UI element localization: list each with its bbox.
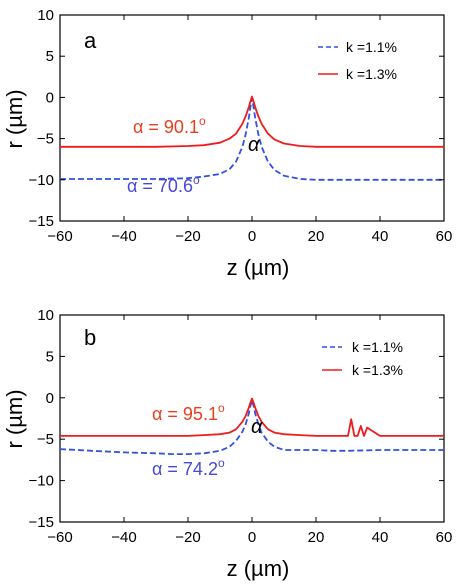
y-tick-label: −5 [37,131,54,148]
angle-annotation-blue: α = 70.6o [127,173,200,196]
x-tick-label: 40 [372,228,389,245]
x-tick-label: −60 [47,228,72,245]
x-tick-label: 60 [436,228,453,245]
y-tick-label: −10 [29,473,54,490]
alpha-symbol: α [248,134,260,156]
x-tick-label: 60 [436,529,453,546]
x-tick-label: 40 [372,529,389,546]
x-tick-label: 20 [308,228,325,245]
series-line-k-1-3 [60,397,444,437]
y-tick-label: −15 [29,213,54,230]
y-tick-label: 10 [37,7,54,24]
y-tick-label: −15 [29,514,54,531]
x-tick-label: −20 [175,529,200,546]
legend-label-red: k =1.3% [346,66,397,82]
x-tick-label: 20 [308,529,325,546]
x-axis-label: z (µm) [227,255,290,280]
legend: k =1.1% k =1.3% [318,39,397,82]
panel-b: −60 −40 −20 0 20 40 60 −15 −10 −5 0 5 10 b z (µm) r … [2,307,452,581]
y-tick-label: −10 [29,172,54,189]
panel-a: −60 −40 −20 0 20 40 60 −15 −10 −5 0 5 10 a z (µm) r … [2,7,452,280]
x-tick-label: −60 [47,529,72,546]
angle-annotation-red: α = 90.1o [133,114,206,137]
y-tick-label: 5 [46,48,54,65]
series-line-k-1-3 [60,95,444,148]
y-tick-label: 0 [46,89,54,106]
panel-label: a [84,28,97,53]
legend-label-blue: k =1.1% [346,39,397,55]
y-axis-label: r (µm) [2,89,27,148]
x-tick-label: −40 [111,529,136,546]
x-tick-label: 0 [248,228,256,245]
y-tick-label: 10 [37,307,54,324]
y-tick-label: −5 [37,431,54,448]
panel-label: b [84,325,96,350]
y-tick-label: 0 [46,390,54,407]
angle-annotation-red: α = 95.1o [152,401,225,424]
y-tick-label: 5 [46,348,54,365]
legend-label-blue: k =1.1% [352,339,403,355]
angle-annotation-blue: α = 74.2o [152,456,225,479]
series-line-k-1-1 [59,399,444,456]
legend-label-red: k =1.3% [352,362,403,378]
x-tick-label: −40 [111,228,136,245]
legend: k =1.1% k =1.3% [322,339,403,378]
x-tick-label: 0 [248,529,256,546]
x-tick-label: −20 [175,228,200,245]
x-axis-label: z (µm) [227,556,290,581]
alpha-symbol: α [251,416,263,438]
y-axis-label: r (µm) [2,389,27,448]
